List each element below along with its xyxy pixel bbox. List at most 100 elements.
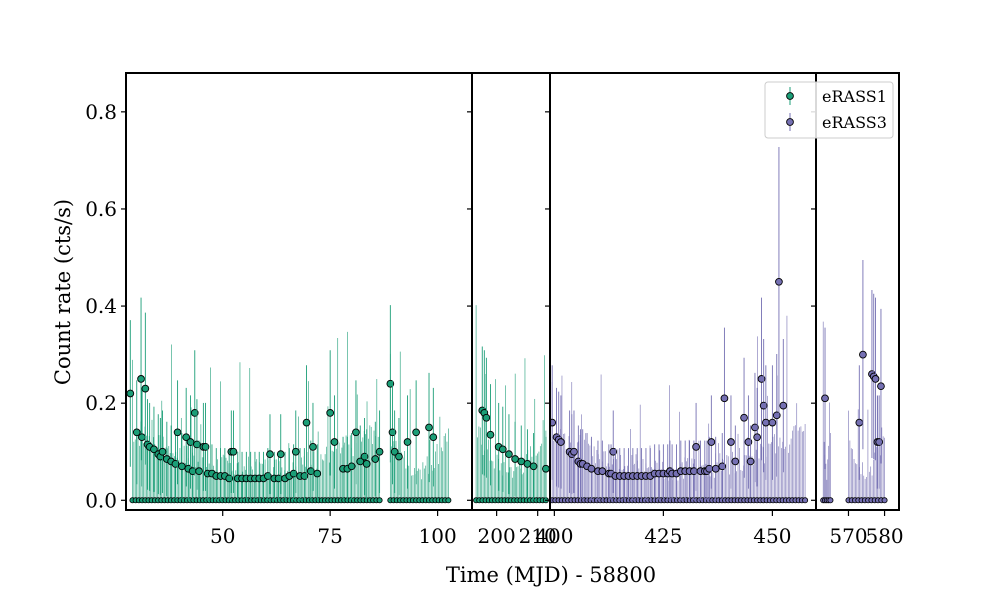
x-tick-label: 50 bbox=[210, 524, 235, 548]
y-tick-label: 0.2 bbox=[85, 391, 117, 415]
data-point bbox=[707, 438, 716, 446]
x-axis-title: Time (MJD) - 58800 bbox=[446, 563, 656, 587]
data-point bbox=[859, 350, 867, 359]
x-tick-label: 450 bbox=[753, 524, 791, 548]
data-point bbox=[352, 428, 360, 437]
data-point bbox=[821, 394, 829, 403]
data-point bbox=[772, 411, 781, 420]
panel-plot-area bbox=[126, 297, 452, 504]
data-point bbox=[498, 445, 507, 454]
data-point bbox=[740, 413, 748, 422]
data-point bbox=[731, 457, 740, 466]
data-point bbox=[877, 382, 885, 391]
panel-plot-area bbox=[550, 147, 809, 504]
legend-label: eRASS3 bbox=[822, 113, 887, 132]
data-point bbox=[173, 428, 182, 437]
data-point bbox=[326, 409, 335, 417]
data-point bbox=[768, 418, 777, 427]
data-point bbox=[395, 452, 403, 461]
data-point bbox=[403, 438, 412, 446]
data-point bbox=[375, 447, 384, 456]
y-tick-label: 0.6 bbox=[85, 197, 117, 221]
data-point bbox=[570, 447, 578, 456]
data-point bbox=[138, 433, 146, 442]
data-point bbox=[775, 277, 783, 286]
data-point bbox=[429, 433, 438, 442]
data-point bbox=[356, 457, 365, 466]
x-tick-label: 425 bbox=[644, 524, 682, 548]
data-point bbox=[753, 433, 761, 442]
legend-marker bbox=[786, 118, 794, 126]
data-point bbox=[720, 394, 729, 403]
data-point bbox=[347, 462, 356, 471]
x-tick-label: 400 bbox=[535, 524, 573, 548]
x-tick-label: 580 bbox=[865, 524, 903, 548]
data-point bbox=[505, 450, 513, 459]
data-point bbox=[550, 418, 557, 427]
data-point bbox=[746, 457, 755, 466]
data-point bbox=[276, 450, 285, 459]
data-point bbox=[291, 447, 300, 456]
data-point bbox=[425, 423, 433, 432]
data-point bbox=[855, 418, 864, 427]
data-point bbox=[759, 401, 768, 410]
data-point bbox=[302, 418, 311, 427]
x-tick-label: 210 bbox=[519, 524, 557, 548]
data-point bbox=[178, 462, 186, 471]
panel-frame bbox=[471, 72, 551, 511]
x-tick-label: 570 bbox=[829, 524, 867, 548]
legend: eRASS1 eRASS3 bbox=[764, 81, 894, 139]
data-point bbox=[482, 413, 491, 422]
data-point bbox=[711, 464, 720, 473]
data-point bbox=[692, 443, 700, 451]
y-tick-label: 0.4 bbox=[85, 294, 117, 318]
legend-marker bbox=[786, 92, 794, 100]
panel-plot-area bbox=[473, 305, 550, 504]
data-point bbox=[137, 375, 145, 383]
legend-label: eRASS1 bbox=[822, 87, 887, 106]
data-point bbox=[229, 447, 238, 456]
data-point bbox=[875, 438, 884, 446]
panel-3: 400 425 450 bbox=[535, 72, 817, 548]
data-point bbox=[195, 467, 203, 476]
zero-marker bbox=[445, 497, 452, 504]
data-point bbox=[362, 460, 371, 468]
data-point bbox=[412, 428, 420, 437]
x-tick-label: 75 bbox=[317, 524, 342, 548]
data-point bbox=[141, 384, 150, 393]
data-point bbox=[609, 447, 618, 456]
data-point bbox=[762, 418, 770, 427]
data-point bbox=[598, 467, 607, 476]
data-point bbox=[371, 455, 380, 463]
panel-plot-area bbox=[820, 259, 888, 504]
legend-box bbox=[764, 81, 894, 139]
upper-limit-group bbox=[387, 351, 452, 504]
data-point bbox=[779, 401, 788, 410]
zero-marker bbox=[827, 497, 834, 504]
data-point bbox=[150, 445, 158, 454]
data-point bbox=[486, 430, 495, 439]
x-tick-label: 100 bbox=[419, 524, 457, 548]
data-point bbox=[266, 450, 274, 459]
y-axis-title: Count rate (cts/s) bbox=[51, 199, 75, 385]
data-point bbox=[158, 447, 167, 456]
data-point bbox=[330, 438, 339, 446]
x-tick-label: 200 bbox=[478, 524, 516, 548]
data-point bbox=[757, 375, 766, 383]
data-point bbox=[557, 438, 565, 446]
upper-limit-group bbox=[820, 321, 834, 504]
panel-1: 50 75 100 0.0 0.2 0.4 0.6 0.8 bbox=[85, 72, 473, 548]
data-point bbox=[126, 389, 135, 398]
data-point bbox=[871, 375, 880, 383]
zero-marker bbox=[881, 497, 888, 504]
data-point bbox=[529, 462, 538, 471]
data-point bbox=[542, 464, 550, 473]
zero-marker bbox=[376, 497, 383, 504]
zero-marker bbox=[802, 497, 809, 504]
y-tick-label: 0.8 bbox=[85, 100, 117, 124]
data-point bbox=[587, 464, 596, 473]
y-tick-label: 0.0 bbox=[85, 488, 117, 512]
